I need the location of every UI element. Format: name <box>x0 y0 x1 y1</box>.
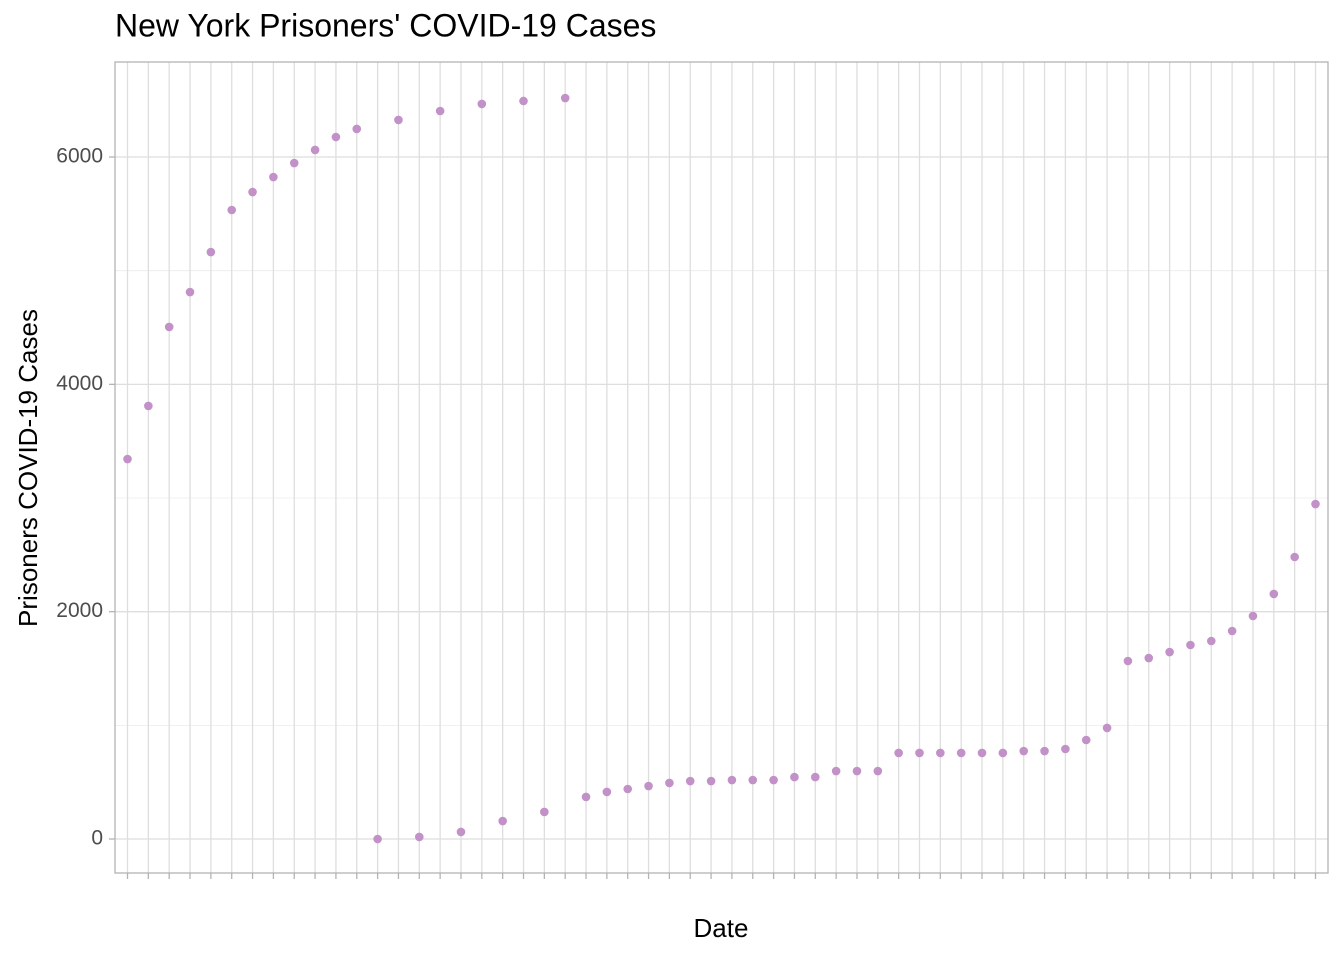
point <box>1186 640 1195 650</box>
point <box>477 99 487 109</box>
point <box>1144 653 1154 663</box>
point <box>394 115 403 125</box>
x-axis-label: Date <box>694 913 749 943</box>
point <box>790 772 799 782</box>
point <box>352 124 362 134</box>
point <box>1290 552 1299 562</box>
point <box>414 832 424 842</box>
point <box>894 748 903 758</box>
point <box>248 187 257 197</box>
point <box>331 132 341 142</box>
point <box>269 172 278 182</box>
point <box>519 96 528 106</box>
point <box>1019 746 1029 756</box>
y-tick-label: 0 <box>91 827 103 850</box>
point <box>1269 589 1279 599</box>
point <box>289 158 299 168</box>
point <box>123 454 132 464</box>
chart-title: New York Prisoners' COVID-19 Cases <box>115 7 656 43</box>
y-tick-label: 2000 <box>56 599 103 622</box>
point <box>1102 723 1112 733</box>
panel-border <box>114 61 1329 874</box>
point <box>1061 744 1070 754</box>
y-tick-label: 4000 <box>56 372 103 395</box>
point <box>185 287 195 297</box>
point <box>748 775 758 785</box>
point <box>206 247 216 257</box>
point <box>164 322 174 332</box>
point <box>1227 626 1237 636</box>
y-axis-label: Prisoners COVID-19 Cases <box>13 309 43 627</box>
point <box>560 93 570 103</box>
point <box>977 748 987 758</box>
point <box>810 772 820 782</box>
point <box>644 781 653 791</box>
point <box>623 784 633 794</box>
point <box>540 807 549 817</box>
point <box>581 792 591 802</box>
point <box>1123 656 1133 666</box>
point <box>1206 636 1216 646</box>
point <box>727 775 737 785</box>
point <box>956 748 966 758</box>
y-tick-label: 6000 <box>56 145 103 168</box>
point <box>373 834 382 844</box>
point <box>706 776 716 786</box>
point <box>456 827 466 837</box>
point <box>873 766 883 776</box>
point <box>310 145 320 155</box>
point <box>998 748 1008 758</box>
point <box>1040 746 1049 756</box>
point <box>1248 611 1258 621</box>
point <box>665 778 674 788</box>
point <box>769 775 778 785</box>
point <box>498 816 507 826</box>
point <box>227 205 237 215</box>
point <box>915 748 924 758</box>
point <box>602 787 612 797</box>
point <box>1165 647 1174 657</box>
point <box>685 776 695 786</box>
point <box>144 401 153 411</box>
point <box>936 748 945 758</box>
point <box>831 766 841 776</box>
point <box>1081 735 1091 745</box>
point <box>1311 499 1320 509</box>
point <box>435 106 445 116</box>
point <box>852 766 862 776</box>
